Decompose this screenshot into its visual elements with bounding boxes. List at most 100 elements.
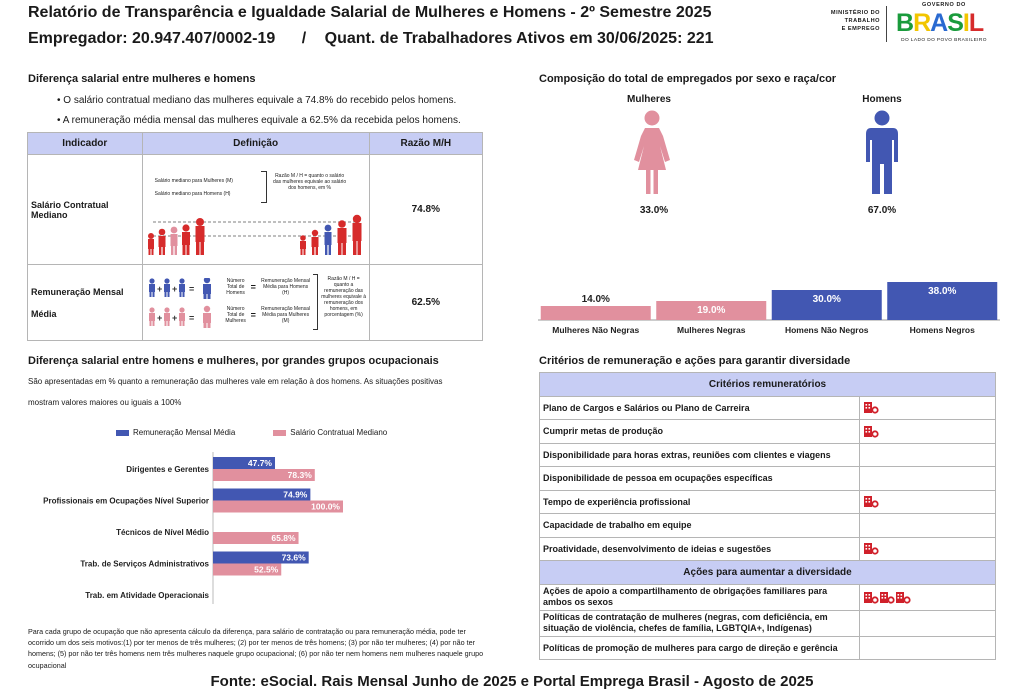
criterion-marker [859, 466, 996, 491]
table-row: Proatividade, desenvolvimento de ideias … [539, 536, 996, 561]
criterion-marker [859, 609, 996, 637]
category-label: Técnicos de Nível Médio [116, 528, 209, 537]
brace [312, 273, 318, 330]
criterion-label: Disponibilidade para horas extras, reuni… [539, 442, 860, 467]
def-men-count: Número Total de Homens [226, 277, 245, 296]
workers-count: Quant. de Trabalhadores Ativos em 30/06/… [324, 30, 714, 47]
data-label: 38.0% [928, 286, 956, 297]
data-label: 19.0% [697, 305, 725, 316]
indicator-table: Indicador Definição Razão M/H Salário Co… [27, 132, 484, 341]
women-label: Mulheres [627, 94, 671, 105]
criterion-marker [859, 419, 996, 444]
definition-cell: Salário mediano para Mulheres (M) Salári… [141, 154, 370, 265]
ministry-line: TRABALHO [844, 18, 880, 24]
building-check-icon [863, 591, 913, 604]
svg-text:=: = [189, 313, 194, 323]
indicator-table-header: Indicador Definição Razão M/H [27, 132, 484, 155]
def-women-avg: Remuneração Mensal Média para Mulheres (… [261, 305, 311, 324]
chart-legend: Remuneração Mensal Média Salário Contrat… [116, 428, 387, 437]
def-men-avg: Remuneração Mensal Média para Homens (H) [261, 277, 311, 296]
category-label: Trab. de Serviços Administrativos [80, 560, 209, 569]
man-icon [866, 110, 898, 194]
data-label: 74.9% [283, 490, 308, 500]
table-row: Plano de Cargos e Salários ou Plano de C… [539, 395, 996, 420]
svg-text:+: + [172, 313, 177, 323]
table-row: Ações de apoio a compartilhamento de obr… [539, 583, 996, 611]
criteria-table: Critérios remuneratórios Plano de Cargos … [539, 372, 996, 660]
col-definicao: Definição [141, 132, 370, 155]
occupational-intro: mostram valores maiores ou iguais a 100% [28, 398, 182, 407]
women-percentage: 33.0% [639, 205, 669, 216]
criterion-label: Proatividade, desenvolvimento de ideias … [539, 536, 860, 561]
data-label: 78.3% [288, 470, 313, 480]
employer-line: Empregador: 20.947.407/0002-19 / Quant. … [28, 30, 714, 48]
def-ratio-label: Razão M / H = quanto o salário das mulhe… [273, 172, 347, 191]
building-check-icon [863, 496, 881, 508]
criterion-label: Disponibilidade de pessoa em ocupações e… [539, 466, 860, 491]
def-women-label: Salário mediano para Mulheres (M) [154, 177, 233, 184]
occupational-bar-chart: Dirigentes e Gerentes 47.7% 78.3% Profissio… [43, 452, 343, 604]
ministry-logo: MINISTÉRIO DO TRABALHO E EMPREGO [812, 9, 880, 33]
data-label: 52.5% [254, 565, 279, 575]
people-sum-illustration: + + = + + = [148, 277, 211, 328]
criterion-marker [859, 395, 996, 420]
category-label: Homens Não Negros [785, 325, 869, 335]
data-label: 30.0% [813, 294, 841, 305]
criterion-marker [859, 635, 996, 660]
indicator-cell: Salário Contratual Mediano [27, 154, 143, 265]
criterion-marker [859, 583, 996, 611]
criterion-marker [859, 442, 996, 467]
category-label: Mulheres Não Negras [552, 325, 639, 335]
def-ratio-label: Razão M / H = quanto a remuneração das m… [321, 275, 366, 318]
section-header-row: Ações para aumentar a diversidade [539, 560, 996, 585]
legend-swatch [273, 429, 287, 436]
occupational-intro: São apresentadas em % quanto a remuneraç… [28, 377, 443, 386]
indicator-line: Remuneração Mensal [31, 286, 124, 297]
table-row: Cumprir metas de produção [539, 419, 996, 444]
bar [213, 469, 315, 481]
occupational-heading: Diferença salarial entre homens e mulher… [28, 355, 439, 367]
criterion-label: Plano de Cargos e Salários ou Plano de C… [539, 395, 860, 420]
bar [887, 282, 998, 320]
people-comparison-illustration [147, 214, 362, 255]
indicator-cell: Remuneração Mensal Média [27, 264, 143, 341]
data-label: 47.7% [248, 458, 273, 468]
col-indicador: Indicador [27, 132, 143, 155]
bar [213, 457, 276, 469]
ratio-cell: 62.5% [368, 264, 484, 341]
gov-brasil-logo: GOVERNO DO BRASIL DO LADO DO POVO BRASIL… [894, 2, 994, 46]
legend-label: Remuneração Mensal Média [133, 428, 236, 437]
table-row: Capacidade de trabalho em equipe [539, 513, 996, 538]
category-label: Homens Negros [910, 325, 975, 335]
section-header: Critérios remuneratórios [539, 372, 996, 397]
footer-source: Fonte: eSocial. Rais Mensal Junho de 202… [210, 673, 814, 690]
svg-text:+: + [172, 284, 177, 294]
criterion-marker [859, 513, 996, 538]
bullet-remuneration: • A remuneração média mensal das mulhere… [57, 115, 461, 126]
building-check-icon [863, 543, 881, 555]
employer-id: Empregador: 20.947.407/0002-19 [28, 30, 276, 47]
category-label: Mulheres Negras [677, 325, 746, 335]
legend-swatch [116, 429, 129, 436]
table-row: Disponibilidade para horas extras, reuni… [539, 442, 996, 467]
bar [656, 301, 767, 320]
table-row: Tempo de experiência profissional [539, 489, 996, 514]
definition-cell: + + = + + = Número Total de Homens = Remuner… [141, 264, 370, 341]
data-label: 73.6% [282, 553, 307, 563]
gov-brand: BRASIL [896, 9, 984, 37]
composition-heading: Composição do total de empregados por se… [539, 73, 837, 85]
salary-gap-heading: Diferença salarial entre mulheres e home… [28, 73, 256, 85]
bar [213, 551, 309, 564]
separator: / [301, 30, 307, 47]
table-row: Salário Contratual Mediano Salário media… [27, 154, 484, 265]
equals-sign: = [250, 281, 256, 292]
gov-top: GOVERNO DO [922, 2, 966, 8]
data-label: 100.0% [311, 502, 340, 512]
occupational-note: Para cada grupo de ocupação que não apre… [28, 627, 484, 670]
data-label: 14.0% [582, 294, 610, 305]
criterion-label: Tempo de experiência profissional [539, 489, 860, 514]
men-label: Homens [862, 94, 902, 105]
criterion-label: Cumprir metas de produção [539, 419, 860, 444]
section-header-row: Critérios remuneratórios [539, 372, 996, 397]
building-check-icon [863, 425, 881, 438]
